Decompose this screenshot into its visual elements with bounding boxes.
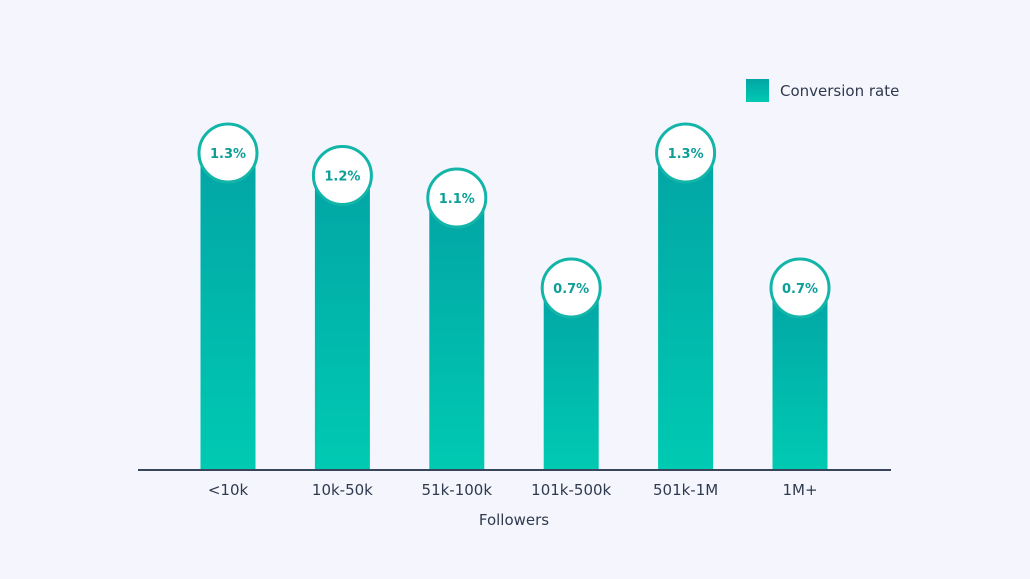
data-label: 1.3% — [210, 147, 246, 162]
x-tick-label: <10k — [208, 481, 249, 499]
bar — [200, 153, 256, 470]
data-label-bubble — [426, 167, 488, 229]
legend-label: Conversion rate — [780, 81, 900, 100]
bar — [429, 198, 485, 470]
x-tick-label: 1M+ — [782, 481, 817, 499]
data-label: 0.7% — [553, 282, 589, 297]
data-label-bubble — [655, 122, 717, 184]
bar — [314, 175, 370, 470]
x-tick-label: 10k-50k — [312, 481, 373, 499]
bar — [658, 153, 714, 470]
x-tick-label: 501k-1M — [653, 481, 718, 499]
x-tick-label: 51k-100k — [422, 481, 493, 499]
data-label: 0.7% — [782, 282, 818, 297]
x-tick-label: 101k-500k — [531, 481, 611, 499]
data-label-bubble — [769, 257, 831, 319]
data-label-bubble — [540, 257, 602, 319]
data-label-bubble — [197, 122, 259, 184]
legend-swatch — [746, 79, 769, 102]
data-label: 1.1% — [439, 192, 475, 207]
data-label: 1.3% — [668, 147, 704, 162]
data-label-bubble — [311, 145, 373, 206]
x-axis-title: Followers — [479, 511, 549, 529]
data-label: 1.2% — [324, 170, 360, 185]
legend: Conversion rate — [746, 79, 899, 102]
